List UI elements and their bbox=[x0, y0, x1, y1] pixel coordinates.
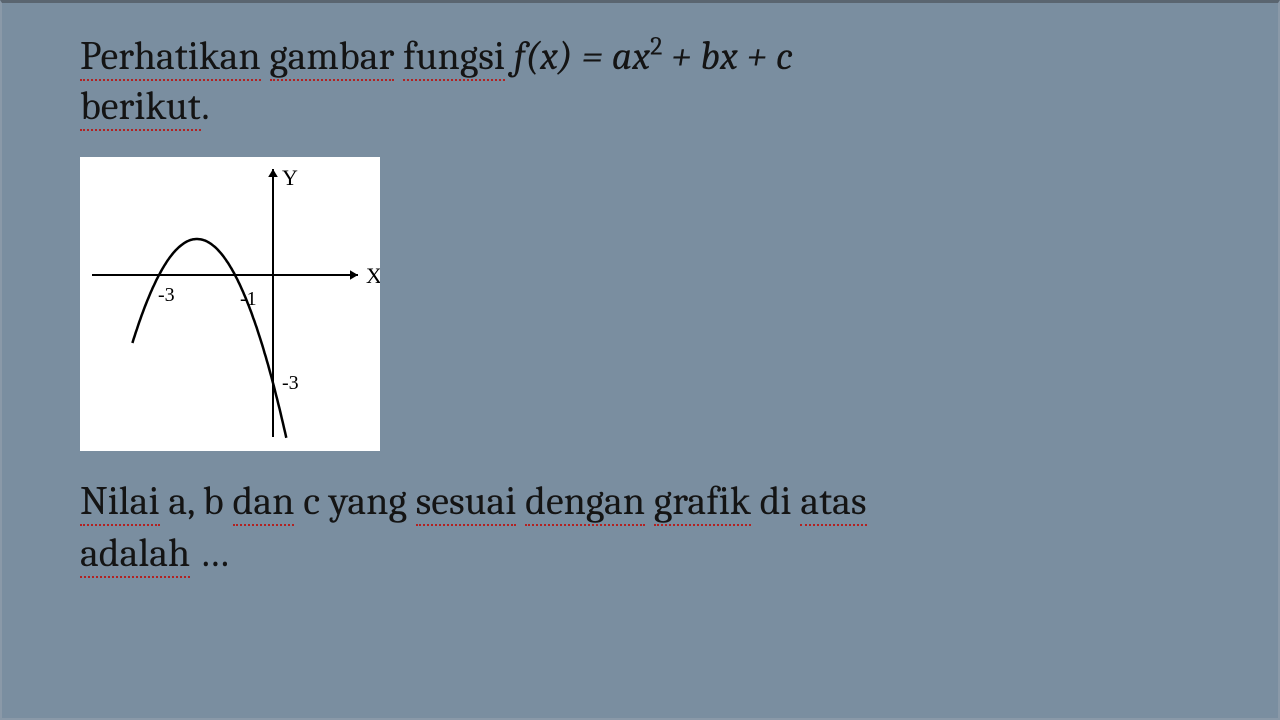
question-bottom-line-2: adalah … bbox=[80, 527, 1200, 579]
text-span: . bbox=[201, 83, 209, 129]
text-span: di bbox=[751, 478, 800, 524]
text-span: … bbox=[190, 530, 229, 576]
text-span: fungsi bbox=[403, 33, 505, 81]
text-span: gambar bbox=[270, 33, 395, 81]
text-span: Perhatikan bbox=[80, 33, 261, 81]
svg-text:Y: Y bbox=[282, 165, 298, 190]
text-span: c yang bbox=[294, 478, 415, 524]
text-span: a, b bbox=[160, 478, 233, 524]
text-span: sesuai bbox=[416, 478, 517, 526]
text-span bbox=[505, 33, 514, 79]
text-span bbox=[261, 33, 270, 79]
text-span bbox=[645, 478, 654, 524]
question-bottom-line-1: Nilai a, b dan c yang sesuai dengan graf… bbox=[80, 475, 1200, 527]
text-span bbox=[394, 33, 403, 79]
svg-text:-3: -3 bbox=[282, 372, 299, 394]
text-span: atas bbox=[800, 478, 866, 526]
text-span: berikut bbox=[80, 83, 201, 131]
text-span: dan bbox=[233, 478, 295, 526]
text-span: grafik bbox=[654, 478, 751, 526]
question-line-2: berikut. bbox=[80, 81, 1200, 131]
formula: f(x) = ax2 + bx + c bbox=[514, 33, 793, 79]
parabola-graph: XY-3-1-3 bbox=[80, 157, 380, 451]
question-line-1: Perhatikan gambar fungsi f(x) = ax2 + bx… bbox=[80, 31, 1200, 81]
svg-text:X: X bbox=[366, 263, 380, 288]
text-span bbox=[516, 478, 525, 524]
slide-content: Perhatikan gambar fungsi f(x) = ax2 + bx… bbox=[2, 3, 1278, 579]
question-bottom: Nilai a, b dan c yang sesuai dengan graf… bbox=[80, 475, 1200, 579]
text-span: dengan bbox=[525, 478, 645, 526]
svg-text:-3: -3 bbox=[158, 284, 175, 306]
text-span: adalah bbox=[80, 530, 190, 578]
slide-frame: Perhatikan gambar fungsi f(x) = ax2 + bx… bbox=[0, 0, 1280, 720]
text-span: Nilai bbox=[80, 478, 160, 526]
